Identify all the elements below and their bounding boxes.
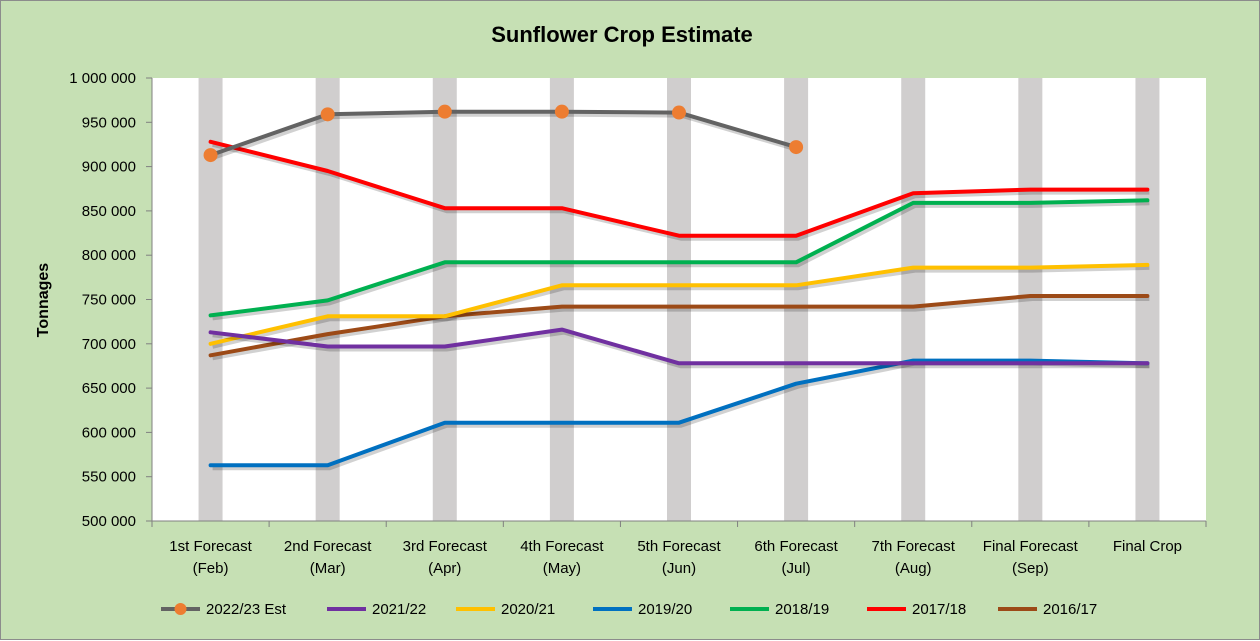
data-point — [789, 140, 804, 155]
x-tick-label-line: (Mar) — [310, 560, 346, 577]
y-tick-label: 850 000 — [82, 203, 136, 220]
x-tick-label: 1st Forecast (Feb) — [169, 538, 252, 577]
series-line — [208, 109, 799, 158]
legend-item: 2020/21 — [456, 601, 555, 618]
category-band — [432, 78, 457, 521]
legend-label: 2019/20 — [638, 601, 692, 618]
data-point — [320, 107, 335, 122]
x-tick-label: 2nd Forecast (Mar) — [284, 538, 372, 577]
x-tick-label-line: (May) — [543, 560, 581, 577]
series-line — [208, 198, 1150, 318]
x-tick-label-line: (Apr) — [428, 560, 461, 577]
category-band — [1135, 78, 1160, 521]
series-line-shadow — [212, 330, 1150, 369]
y-tick-label: 650 000 — [82, 380, 136, 397]
series-line — [208, 294, 1150, 358]
x-tick-label: 6th Forecast (Jul) — [754, 538, 838, 577]
x-tick-label-line: Final Forecast — [983, 538, 1079, 555]
series-2017-18 — [208, 139, 1150, 241]
series-line-shadow — [212, 265, 1150, 349]
legend-label: 2022/23 Est — [206, 601, 287, 618]
x-tick-label-line: Final Crop — [1113, 538, 1182, 555]
y-tick-label: 1 000 000 — [69, 70, 136, 87]
legend-item: 2019/20 — [593, 601, 692, 618]
x-axis: 1st Forecast (Feb) 2nd Forecast (Mar) 3rd Fo… — [151, 520, 1207, 577]
x-tick-label: 4th Forecast (May) — [520, 538, 604, 577]
x-tick-label-line: (Aug) — [895, 560, 932, 577]
y-tick-label: 800 000 — [82, 247, 136, 264]
x-tick-label: 5th Forecast (Jun) — [637, 538, 721, 577]
x-tick-label-line: (Jun) — [662, 560, 696, 577]
category-band — [901, 78, 926, 521]
x-tick-label-line: (Jul) — [782, 560, 811, 577]
x-tick-label-line: (Feb) — [193, 560, 229, 577]
series-2021-22 — [208, 327, 1150, 369]
category-band — [667, 78, 691, 521]
x-tick-label: 3rd Forecast (Apr) — [403, 538, 488, 577]
series-line — [208, 358, 1150, 468]
y-axis: 500 000 550 000 600 000 650 000 700 000 750 0… — [69, 70, 153, 530]
x-tick-label-line: 6th Forecast — [754, 538, 838, 555]
legend-label: 2021/22 — [372, 601, 426, 618]
legend-item: 2021/22 — [327, 601, 426, 618]
data-point — [672, 105, 686, 120]
y-tick-label: 700 000 — [82, 336, 136, 353]
series-2020-21 — [208, 262, 1150, 349]
legend-label: 2016/17 — [1043, 601, 1097, 618]
legend-item: 2022/23 Est — [161, 601, 287, 618]
x-tick-label-line: 1st Forecast — [169, 538, 252, 555]
series-line — [208, 139, 1150, 238]
legend-marker — [174, 603, 187, 615]
series-line-shadow — [212, 201, 1150, 321]
data-point — [437, 104, 452, 119]
y-tick-label: 550 000 — [82, 469, 136, 486]
x-tick-label-line: 4th Forecast — [520, 538, 604, 555]
legend-label: 2020/21 — [501, 601, 555, 618]
data-point — [203, 148, 218, 163]
legend-item: 2018/19 — [730, 601, 829, 618]
x-tick-label: Final Crop — [1113, 538, 1182, 555]
series-line-shadow — [212, 142, 1150, 241]
series-layer — [203, 104, 1150, 471]
y-tick-label: 500 000 — [82, 513, 136, 530]
x-tick-label-line: 2nd Forecast — [284, 538, 372, 555]
legend-label: 2017/18 — [912, 601, 966, 618]
y-axis-title: Tonnages — [35, 263, 52, 337]
data-point — [554, 104, 569, 119]
x-tick-label-line: 3rd Forecast — [403, 538, 488, 555]
x-tick-label: Final Forecast (Sep) — [983, 538, 1079, 577]
x-tick-label-line: (Sep) — [1012, 560, 1049, 577]
y-tick-label: 750 000 — [82, 292, 136, 309]
series-line — [208, 327, 1150, 366]
category-band — [549, 78, 574, 521]
y-tick-label: 600 000 — [82, 424, 136, 441]
series-line — [208, 262, 1150, 346]
y-tick-label: 950 000 — [82, 114, 136, 131]
legend-item: 2017/18 — [867, 601, 966, 618]
series-2016-17 — [208, 294, 1150, 361]
series-line-shadow — [211, 112, 799, 160]
x-tick-label-line: 5th Forecast — [637, 538, 721, 555]
y-tick-label: 900 000 — [82, 159, 136, 176]
series-2018-19 — [208, 198, 1150, 321]
series-line-shadow — [212, 297, 1150, 361]
series-2022-23-est — [203, 104, 804, 163]
legend-item: 2016/17 — [998, 601, 1097, 618]
legend-label: 2018/19 — [775, 601, 829, 618]
x-tick-label-line: 7th Forecast — [872, 538, 956, 555]
legend: 2022/23 Est 2021/22 2020/21 2019/20 2018/19 2… — [161, 601, 1097, 618]
x-tick-label: 7th Forecast (Aug) — [872, 538, 956, 577]
chart-title: Sunflower Crop Estimate — [491, 22, 753, 47]
